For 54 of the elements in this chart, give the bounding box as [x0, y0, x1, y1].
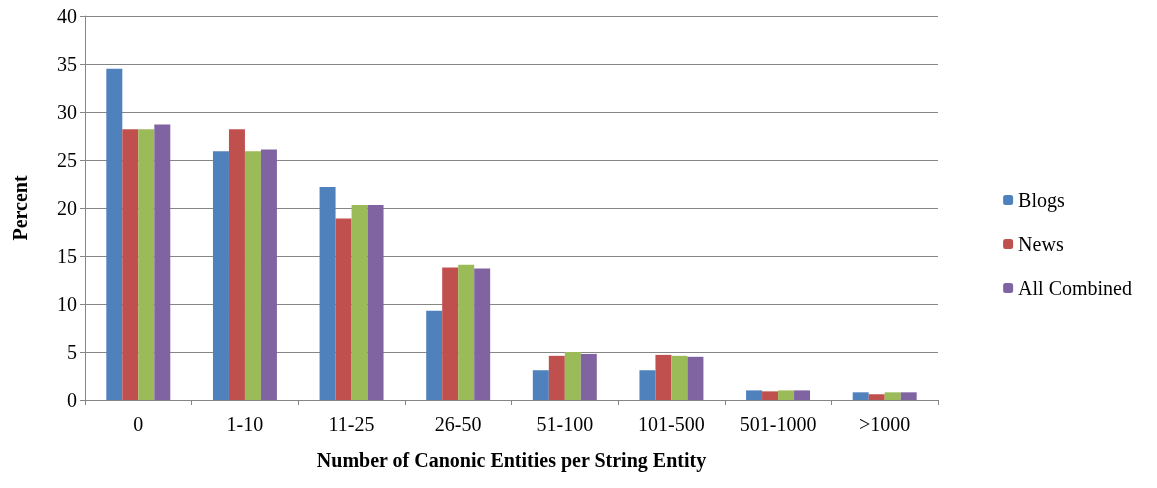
x-tick-label: 26-50 [434, 413, 482, 435]
bar [122, 129, 139, 400]
bar [228, 129, 245, 400]
bar [580, 353, 597, 400]
y-tick-label: 5 [67, 341, 77, 363]
bar [260, 149, 277, 400]
legend-label: News [1018, 233, 1064, 255]
bar [335, 218, 352, 400]
x-tick-label: 101-500 [638, 413, 705, 435]
y-axis-title: Percent [9, 175, 31, 241]
bar [778, 390, 795, 400]
x-tick-label: 51-100 [536, 413, 594, 435]
x-tick-label: >1000 [859, 413, 911, 435]
bar [474, 268, 491, 400]
legend-label: All Combined [1018, 277, 1132, 299]
bar [687, 356, 704, 400]
bar [138, 129, 155, 400]
bar [106, 68, 123, 400]
bar [351, 205, 368, 400]
bar [426, 310, 443, 400]
x-tick-label: 501-1000 [739, 413, 817, 435]
y-tick-label: 0 [67, 389, 77, 411]
bar [564, 352, 581, 400]
bar [367, 205, 384, 400]
bar [548, 355, 565, 400]
bar [671, 355, 688, 400]
bar [458, 264, 475, 400]
bar [319, 186, 336, 400]
bar [746, 390, 763, 400]
bar [794, 390, 811, 400]
x-axis-title: Number of Canonic Entities per String Entity [316, 449, 707, 472]
bar [442, 267, 459, 400]
y-tick-label: 10 [57, 293, 77, 315]
bar [900, 392, 917, 400]
y-tick-label: 15 [57, 245, 77, 267]
legend-label: Blogs [1018, 189, 1066, 212]
x-tick-label: 11-25 [328, 413, 375, 435]
bar [655, 354, 672, 400]
bar [884, 392, 901, 400]
bar [244, 151, 261, 400]
x-tick-label: 0 [133, 413, 144, 435]
bar [154, 124, 171, 400]
y-tick-label: 25 [57, 149, 77, 171]
bar [762, 391, 779, 400]
bar [212, 151, 229, 400]
bar [868, 394, 885, 400]
bar [639, 370, 656, 400]
y-tick-label: 35 [57, 53, 77, 75]
y-tick-label: 20 [57, 197, 77, 219]
bar [532, 370, 549, 400]
bar [852, 392, 869, 400]
y-tick-label: 40 [57, 5, 77, 27]
x-tick-label: 1-10 [226, 413, 264, 435]
y-tick-label: 30 [57, 101, 77, 123]
